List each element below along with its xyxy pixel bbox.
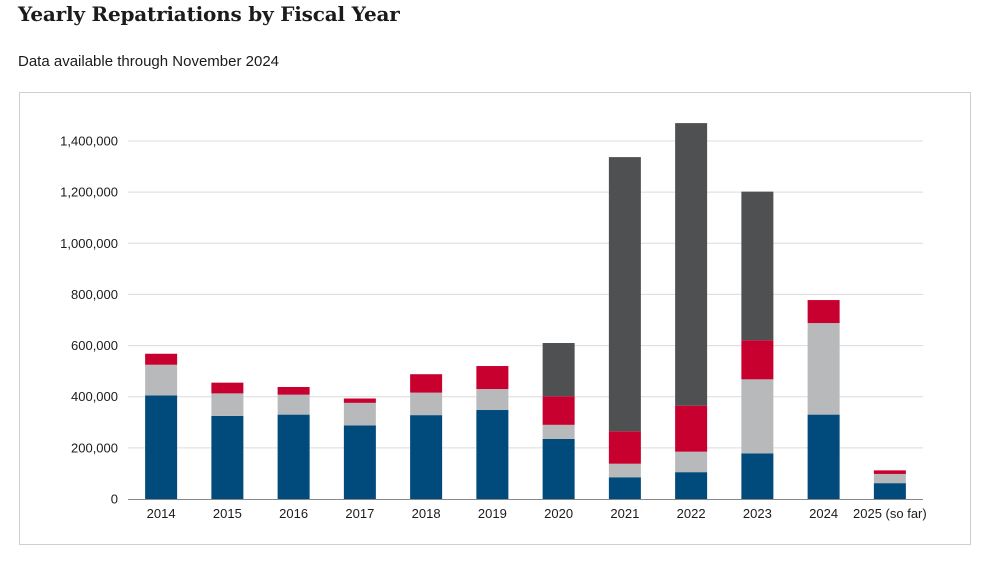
bar-segment[interactable]	[145, 364, 178, 396]
bar-segment[interactable]	[675, 472, 708, 499]
bar-segment[interactable]	[476, 389, 509, 411]
bar-segment[interactable]	[741, 340, 774, 380]
bar-segment[interactable]	[343, 398, 376, 403]
bar-segment[interactable]	[145, 353, 178, 365]
bar-segment[interactable]	[343, 402, 376, 426]
bar-segment[interactable]	[476, 366, 509, 390]
bar-segment[interactable]	[873, 473, 906, 484]
bar-segment[interactable]	[410, 374, 443, 393]
x-tick-label: 2024	[809, 506, 838, 521]
x-tick-label: 2020	[544, 506, 573, 521]
bar-segment[interactable]	[675, 451, 708, 473]
bar-segment[interactable]	[145, 395, 178, 499]
chart-subtitle: Data available through November 2024	[18, 53, 279, 70]
x-tick-label: 2015	[213, 506, 242, 521]
x-tick-label: 2021	[610, 506, 639, 521]
y-tick-label: 1,400,000	[60, 134, 118, 149]
x-tick-label: 2022	[677, 506, 706, 521]
bar-segment[interactable]	[675, 123, 708, 406]
y-tick-label: 600,000	[71, 338, 118, 353]
x-tick-label: 2018	[412, 506, 441, 521]
bar-segment[interactable]	[873, 470, 906, 474]
y-tick-label: 800,000	[71, 287, 118, 302]
bar-segment[interactable]	[741, 191, 774, 341]
bar-segment[interactable]	[608, 431, 641, 464]
bar-segment[interactable]	[542, 343, 575, 397]
bar-segment[interactable]	[608, 463, 641, 478]
y-tick-label: 1,200,000	[60, 185, 118, 200]
bar-segment[interactable]	[476, 410, 509, 499]
bar-segment[interactable]	[807, 323, 840, 415]
x-tick-label: 2019	[478, 506, 507, 521]
bar-segment[interactable]	[410, 415, 443, 499]
bar-segment[interactable]	[542, 424, 575, 439]
bar-segment[interactable]	[608, 477, 641, 499]
bar-segment[interactable]	[410, 392, 443, 416]
chart-container: 0 200,000 400,000 600,000 800,000 1,000,000 1,…	[19, 92, 971, 545]
bar-segment[interactable]	[542, 438, 575, 499]
y-tick-label: 400,000	[71, 389, 118, 404]
bar-segment[interactable]	[741, 453, 774, 499]
bar-segment[interactable]	[277, 386, 310, 395]
bar-segment[interactable]	[542, 396, 575, 425]
bar-segment[interactable]	[211, 415, 244, 499]
bar-segment[interactable]	[211, 393, 244, 416]
x-tick-label: 2017	[345, 506, 374, 521]
bar-segment[interactable]	[343, 425, 376, 499]
stacked-bar-chart: 0 200,000 400,000 600,000 800,000 1,000,000 1,…	[60, 123, 927, 521]
y-tick-label: 200,000	[71, 440, 118, 455]
bar-segment[interactable]	[277, 394, 310, 415]
bar-segment[interactable]	[807, 300, 840, 324]
y-tick-label: 0	[111, 492, 118, 507]
bar-segment[interactable]	[741, 379, 774, 454]
y-tick-label: 1,000,000	[60, 236, 118, 251]
bar-segment[interactable]	[807, 414, 840, 499]
bar-segment[interactable]	[277, 414, 310, 499]
x-tick-label: 2025 (so far)	[853, 506, 927, 521]
bar-segment[interactable]	[873, 483, 906, 499]
bar-segment[interactable]	[675, 405, 708, 452]
chart-title: Yearly Repatriations by Fiscal Year	[18, 2, 400, 26]
x-tick-label: 2016	[279, 506, 308, 521]
bar-segment[interactable]	[608, 157, 641, 432]
bar-segment[interactable]	[211, 382, 244, 394]
x-tick-label: 2014	[147, 506, 176, 521]
x-tick-label: 2023	[743, 506, 772, 521]
